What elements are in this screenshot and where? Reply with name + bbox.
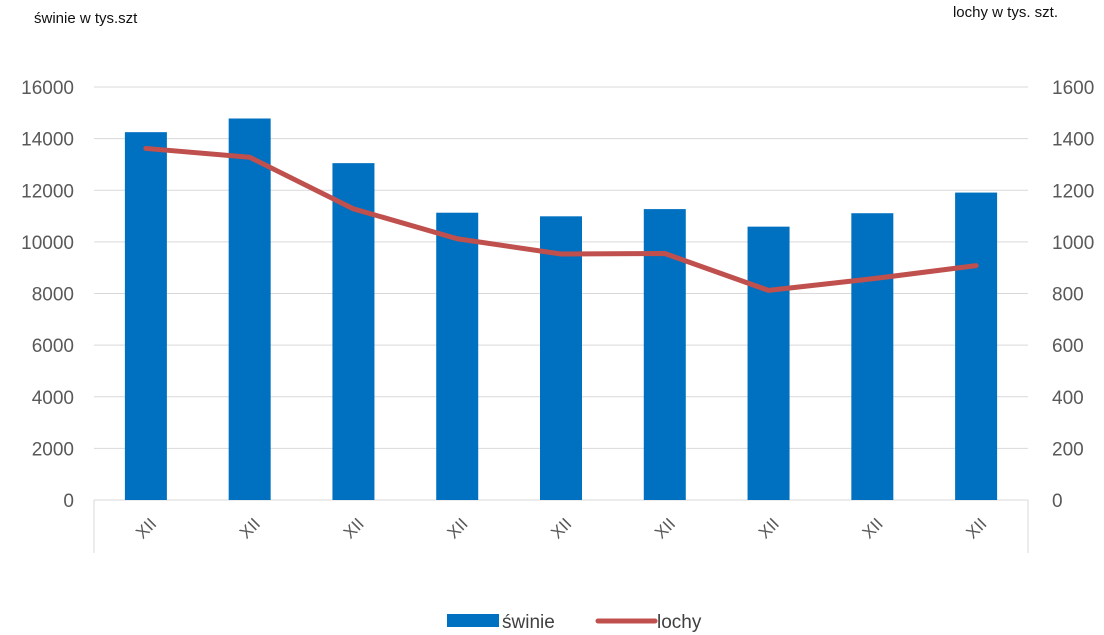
left-tick-label: 14000 — [21, 130, 74, 151]
left-tick-label: 16000 — [21, 78, 74, 99]
bar — [332, 163, 375, 500]
right-tick-label: 200 — [1052, 439, 1084, 460]
left-tick-label: 2000 — [32, 439, 74, 460]
bar — [955, 192, 998, 500]
left-tick-label: 10000 — [21, 233, 74, 254]
bar — [851, 213, 894, 500]
right-tick-label: 1400 — [1052, 130, 1094, 151]
legend-label-swinie: świnie — [502, 612, 555, 633]
category-label: XII — [651, 514, 679, 542]
legend-swatch-swinie — [447, 614, 499, 627]
category-label: XII — [340, 514, 368, 542]
left-tick-label: 12000 — [21, 181, 74, 202]
right-tick-label: 1600 — [1052, 78, 1094, 99]
left-axis-title: świnie w tys.szt — [34, 10, 138, 27]
right-tick-label: 800 — [1052, 285, 1084, 306]
bar — [228, 118, 271, 501]
right-tick-label: 400 — [1052, 388, 1084, 409]
category-label: XII — [755, 514, 783, 542]
category-label: XII — [859, 514, 887, 542]
left-tick-label: 4000 — [32, 388, 74, 409]
category-label: XII — [547, 514, 575, 542]
right-axis-title: lochy w tys. szt. — [952, 4, 1058, 21]
category-label: XII — [444, 514, 472, 542]
legend-label-lochy: lochy — [657, 612, 702, 633]
right-tick-label: 600 — [1052, 336, 1084, 357]
right-tick-label: 1200 — [1052, 181, 1094, 202]
bar — [747, 226, 790, 500]
left-tick-label: 8000 — [32, 285, 74, 306]
left-tick-label: 0 — [63, 491, 74, 512]
bar — [124, 132, 167, 500]
category-axis: XII XII XII XII XII XII XII XII XII — [132, 514, 990, 542]
bar — [436, 212, 479, 500]
legend: świnie lochy — [447, 612, 702, 633]
line-series — [143, 145, 979, 293]
category-label: XII — [132, 514, 160, 542]
category-label: XII — [962, 514, 990, 542]
left-tick-label: 6000 — [32, 336, 74, 357]
right-tick-label: 0 — [1052, 491, 1063, 512]
bar — [540, 216, 582, 500]
category-label: XII — [236, 514, 264, 542]
right-tick-label: 1000 — [1052, 233, 1094, 254]
right-axis-ticks: 0 200 400 600 800 1000 1200 1400 1600 — [1052, 78, 1094, 512]
bar-series — [124, 118, 998, 501]
left-axis-ticks: 0 2000 4000 6000 8000 10000 12000 14000 16000 — [21, 78, 74, 512]
